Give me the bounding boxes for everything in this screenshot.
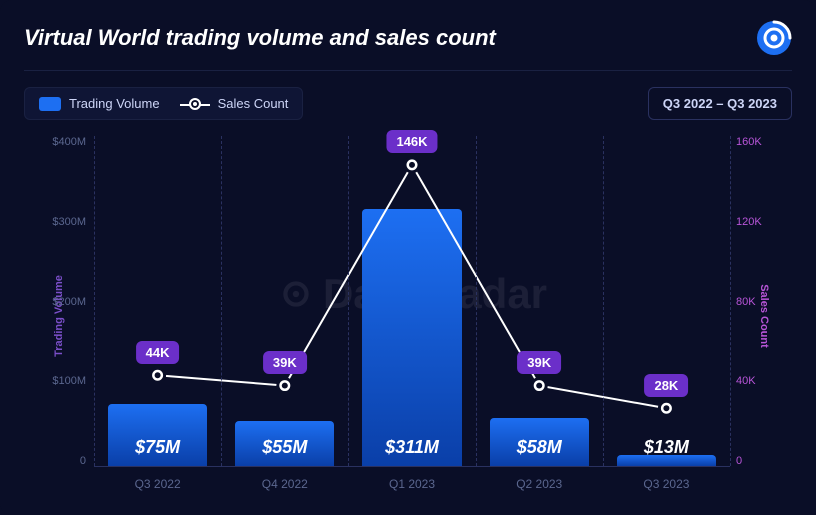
- y-tick-left: 0: [80, 455, 86, 467]
- legend-item-count: Sales Count: [180, 96, 289, 111]
- brand-logo-icon: [756, 20, 792, 56]
- legend-label-count: Sales Count: [218, 96, 289, 111]
- line-value-badge: 39K: [517, 351, 561, 374]
- x-tick: Q2 2023: [476, 471, 603, 495]
- chart-title: Virtual World trading volume and sales c…: [24, 25, 496, 51]
- x-tick: Q4 2022: [221, 471, 348, 495]
- y-ticks-right: 160K 120K 80K 40K 0: [736, 136, 774, 467]
- period-badge: Q3 2022 – Q3 2023: [648, 87, 792, 120]
- y-tick-left: $100M: [52, 375, 86, 387]
- y-tick-right: 80K: [736, 296, 756, 308]
- y-tick-left: $400M: [52, 136, 86, 148]
- plot-region: DappRadar $75M$55M$311M$58M$13M 44K39K14…: [94, 136, 730, 467]
- controls-row: Trading Volume Sales Count Q3 2022 – Q3 …: [24, 87, 792, 120]
- x-ticks: Q3 2022Q4 2022Q1 2023Q2 2023Q3 2023: [94, 471, 730, 495]
- line-series: [94, 136, 730, 466]
- line-value-badge: 146K: [386, 130, 437, 153]
- y-ticks-left: $400M $300M $200M $100M 0: [44, 136, 86, 467]
- grid-line: [94, 136, 95, 466]
- chart-area: Trading Volume Sales Count $400M$300M$20…: [24, 136, 792, 495]
- line-value-badge: 39K: [263, 351, 307, 374]
- grid-line: [476, 136, 477, 466]
- y-tick-right: 40K: [736, 375, 756, 387]
- legend-label-volume: Trading Volume: [69, 96, 160, 111]
- legend-line-icon: [180, 98, 210, 110]
- grid-line: [730, 136, 731, 466]
- x-tick: Q3 2023: [603, 471, 730, 495]
- y-tick-right: 0: [736, 455, 742, 467]
- y-tick-left: $200M: [52, 296, 86, 308]
- legend-item-volume: Trading Volume: [39, 96, 160, 111]
- grid-line: [603, 136, 604, 466]
- grid-line: [221, 136, 222, 466]
- line-value-badge: 28K: [644, 374, 688, 397]
- chart-card: Virtual World trading volume and sales c…: [0, 0, 816, 515]
- legend: Trading Volume Sales Count: [24, 87, 303, 120]
- y-tick-right: 120K: [736, 216, 762, 228]
- y-tick-right: 160K: [736, 136, 762, 148]
- x-tick: Q1 2023: [348, 471, 475, 495]
- line-value-badge: 44K: [136, 341, 180, 364]
- header: Virtual World trading volume and sales c…: [24, 20, 792, 71]
- x-tick: Q3 2022: [94, 471, 221, 495]
- grid-line: [348, 136, 349, 466]
- y-tick-left: $300M: [52, 216, 86, 228]
- legend-swatch-volume: [39, 97, 61, 111]
